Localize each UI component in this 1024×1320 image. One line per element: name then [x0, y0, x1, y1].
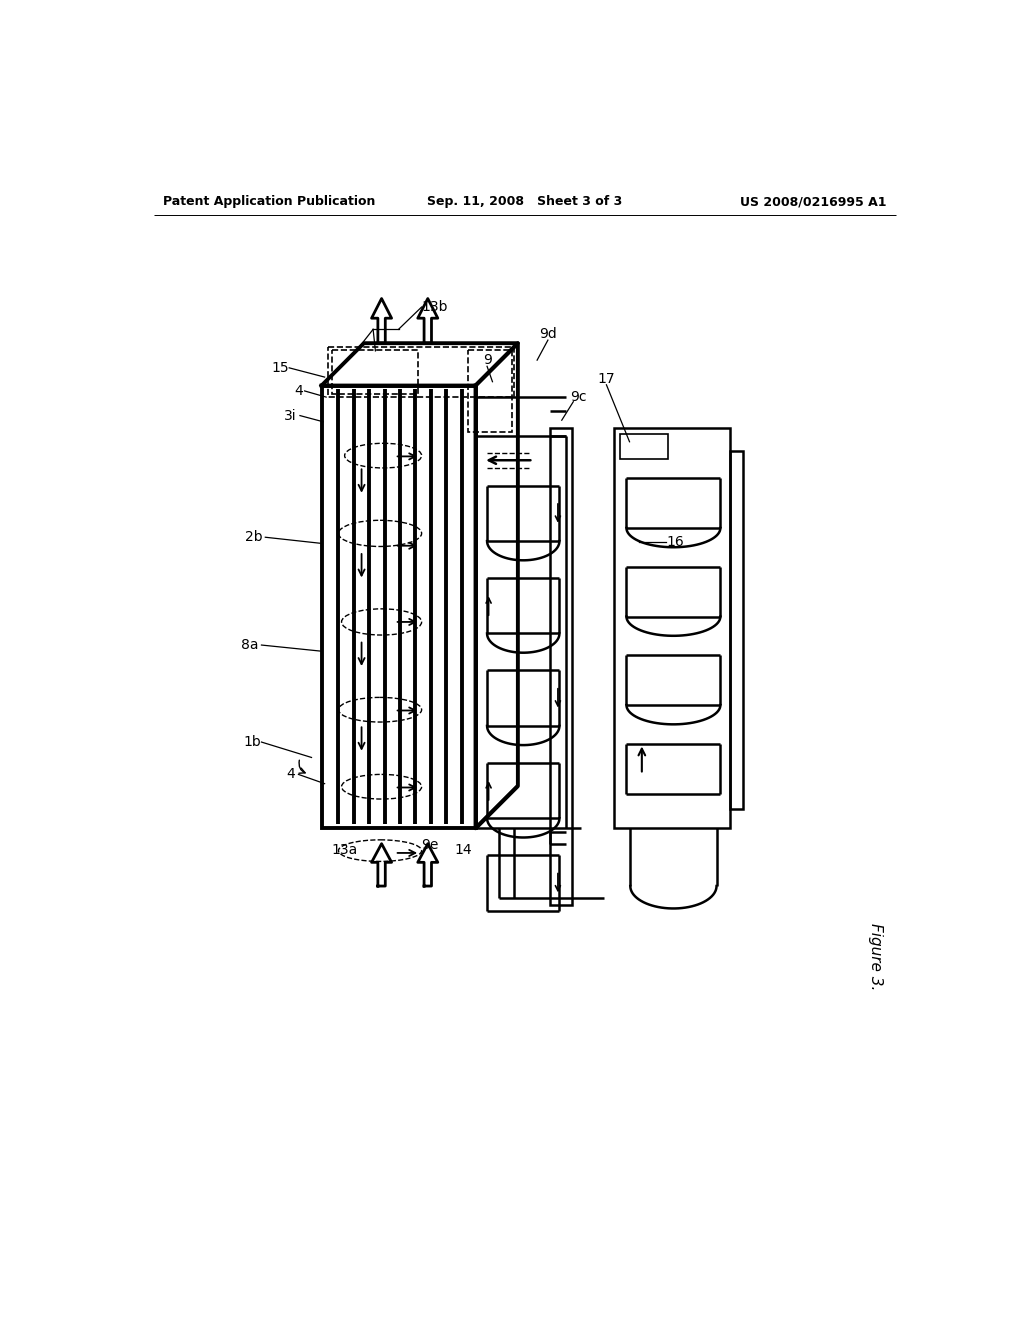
- Text: 4: 4: [294, 384, 303, 397]
- Text: 9d: 9d: [539, 327, 557, 341]
- Text: 2b: 2b: [245, 531, 262, 544]
- Text: 4: 4: [287, 767, 295, 781]
- Bar: [322, 385, 475, 829]
- Bar: [621, 434, 668, 459]
- Text: Sep. 11, 2008   Sheet 3 of 3: Sep. 11, 2008 Sheet 3 of 3: [427, 195, 623, 209]
- Text: 9c: 9c: [570, 391, 587, 404]
- Bar: [550, 428, 571, 906]
- Text: 15: 15: [272, 360, 290, 375]
- Text: 9e: 9e: [421, 838, 438, 853]
- Text: 9: 9: [482, 354, 492, 367]
- Text: 16: 16: [667, 535, 685, 549]
- Text: 3i: 3i: [285, 409, 297, 422]
- Text: 1b: 1b: [244, 735, 261, 748]
- Text: Figure 3.: Figure 3.: [868, 923, 884, 990]
- Text: Patent Application Publication: Patent Application Publication: [163, 195, 375, 209]
- Text: US 2008/0216995 A1: US 2008/0216995 A1: [740, 195, 887, 209]
- Bar: [730, 451, 743, 809]
- Text: 17: 17: [598, 372, 615, 385]
- Text: 14: 14: [455, 843, 472, 857]
- Bar: [328, 347, 514, 397]
- Bar: [332, 350, 418, 395]
- Bar: [468, 350, 512, 432]
- Text: 13b: 13b: [422, 300, 449, 314]
- Text: 13a: 13a: [332, 843, 357, 857]
- Text: 8a: 8a: [242, 638, 259, 652]
- Bar: [614, 428, 730, 829]
